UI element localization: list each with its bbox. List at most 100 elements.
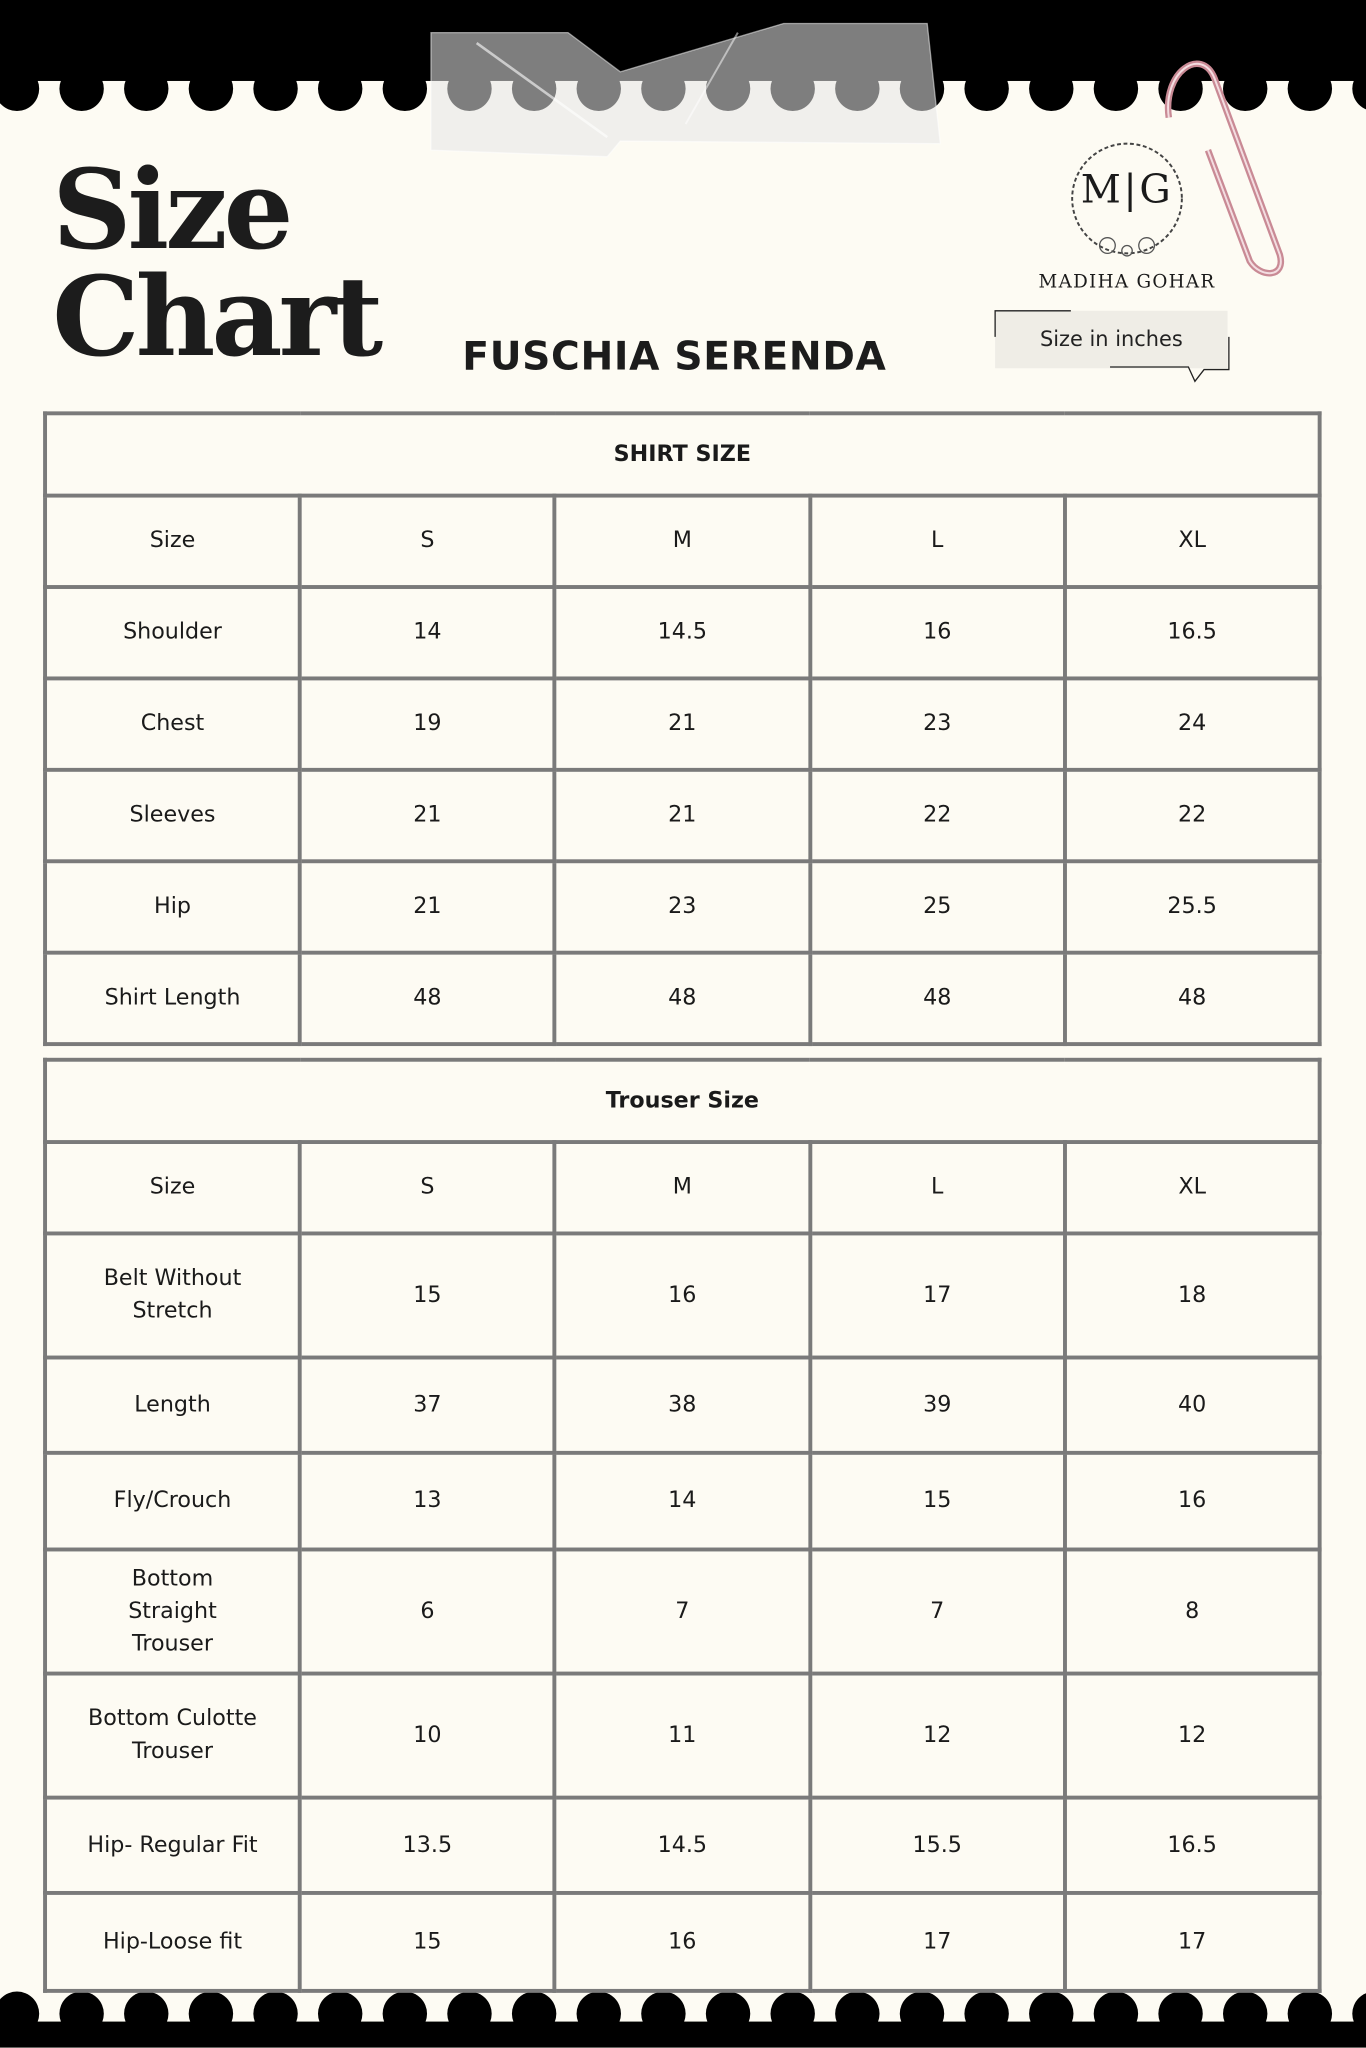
size-value: 22 <box>807 767 1067 864</box>
unit-note: Size in inches <box>1039 326 1183 352</box>
table-row: Bottom Straight Trouser 6 7 7 8 <box>43 1547 1322 1676</box>
column-header: M <box>552 493 812 589</box>
size-value: 16 <box>552 1231 812 1360</box>
size-value: 14 <box>297 585 557 681</box>
size-value: 7 <box>807 1547 1067 1676</box>
unit-note-badge: Size in inches <box>995 310 1228 369</box>
size-value: 23 <box>552 859 812 955</box>
measurement-label: Belt Without Stretch <box>43 1231 302 1360</box>
shirt-size-table: SHIRT SIZE Size S M L XL Shoulder 14 14.5 16 16.5 C… <box>43 411 1322 1047</box>
size-value: 17 <box>1062 1890 1322 1993</box>
bottom-scalloped-band <box>0 1991 1366 2048</box>
speech-bubble-outline <box>994 310 1230 383</box>
size-value: 21 <box>552 676 812 772</box>
size-value: 13.5 <box>297 1795 557 1895</box>
table-row: Sleeves 21 21 22 22 <box>43 767 1322 864</box>
size-value: 15 <box>297 1890 557 1993</box>
scallop <box>1093 1991 1139 2036</box>
scallop <box>124 1991 169 2036</box>
scallop <box>1029 1991 1074 2036</box>
measurement-label: Fly/Crouch <box>43 1450 302 1552</box>
scallop <box>511 1991 557 2036</box>
size-value: 18 <box>1062 1231 1322 1360</box>
size-value: 6 <box>297 1547 557 1676</box>
table-row: Hip- Regular Fit 13.5 14.5 15.5 16.5 <box>43 1795 1322 1895</box>
scallop <box>1352 1993 1366 2035</box>
size-value: 11 <box>552 1671 812 1800</box>
size-value: 25.5 <box>1062 859 1322 955</box>
scallop <box>59 66 104 112</box>
table-header-row: Size S M L XL <box>43 1140 1322 1236</box>
size-value: 48 <box>1062 950 1322 1047</box>
scallop <box>705 1991 751 2036</box>
column-header: L <box>807 1140 1067 1236</box>
measurement-label: Hip- Regular Fit <box>43 1795 302 1895</box>
column-header: M <box>552 1140 812 1236</box>
size-value: 40 <box>1062 1355 1322 1455</box>
size-value: 24 <box>1062 676 1322 772</box>
scallop <box>835 1991 880 2036</box>
size-value: 7 <box>552 1547 812 1676</box>
column-header: L <box>807 493 1067 589</box>
measurement-label: Sleeves <box>43 767 302 864</box>
scallop <box>1287 66 1333 112</box>
trouser-size-table: Trouser Size Size S M L XL Belt Without Stretc… <box>43 1057 1322 1993</box>
column-header: XL <box>1062 1140 1322 1236</box>
size-value: 16.5 <box>1062 1795 1322 1895</box>
table-title-row: SHIRT SIZE <box>43 411 1322 498</box>
size-value: 38 <box>552 1355 812 1455</box>
scallop <box>1158 1991 1203 2036</box>
size-value: 16 <box>807 585 1067 681</box>
scallop <box>1287 1991 1333 2036</box>
scallop <box>447 1991 492 2036</box>
paperclip-decoration <box>1164 60 1285 277</box>
scallop <box>1029 66 1074 112</box>
scallop <box>964 66 1009 112</box>
size-value: 15.5 <box>807 1795 1067 1895</box>
size-value: 19 <box>297 676 557 772</box>
column-header: S <box>297 493 557 589</box>
scallop <box>317 66 363 112</box>
scallop <box>1352 68 1366 110</box>
measurement-label: Shirt Length <box>43 950 302 1047</box>
size-value: 48 <box>552 950 812 1047</box>
scallop <box>0 66 40 111</box>
size-value: 16 <box>552 1890 812 1993</box>
scallop <box>188 1991 234 2036</box>
column-header: Size <box>43 493 302 589</box>
table-row: Hip 21 23 25 25.5 <box>43 859 1322 955</box>
size-value: 48 <box>297 950 557 1047</box>
scallop <box>382 66 428 112</box>
measurement-label: Bottom Straight Trouser <box>43 1547 302 1676</box>
size-value: 15 <box>297 1231 557 1360</box>
brand-monogram: M|G <box>1080 167 1174 213</box>
size-value: 37 <box>297 1355 557 1455</box>
scallop <box>1093 66 1139 112</box>
measurement-label: Bottom Culotte Trouser <box>43 1671 302 1800</box>
size-value: 48 <box>807 950 1067 1047</box>
size-value: 21 <box>297 767 557 864</box>
scallop <box>188 66 234 112</box>
table-header-row: Size S M L XL <box>43 493 1322 589</box>
column-header: XL <box>1062 493 1322 589</box>
scallop <box>964 1991 1009 2036</box>
scallop <box>0 1991 40 2036</box>
scallop <box>317 1991 363 2036</box>
tape-decoration <box>430 22 941 158</box>
size-value: 12 <box>1062 1671 1322 1800</box>
scallop <box>1223 1991 1268 2036</box>
table-row: Chest 19 21 23 24 <box>43 676 1322 772</box>
scallop <box>382 1991 428 2036</box>
column-header: Size <box>43 1140 302 1236</box>
measurement-label: Shoulder <box>43 585 302 681</box>
size-value: 12 <box>807 1671 1067 1800</box>
table-row: Fly/Crouch 13 14 15 16 <box>43 1450 1322 1552</box>
table-title: Trouser Size <box>43 1057 1322 1144</box>
size-value: 14 <box>552 1450 812 1552</box>
scallop <box>899 1991 945 2036</box>
table-row: Hip-Loose fit 15 16 17 17 <box>43 1890 1322 1993</box>
measurement-label: Hip <box>43 859 302 955</box>
table-row: Bottom Culotte Trouser 10 11 12 12 <box>43 1671 1322 1800</box>
table-row: Belt Without Stretch 15 16 17 18 <box>43 1231 1322 1360</box>
